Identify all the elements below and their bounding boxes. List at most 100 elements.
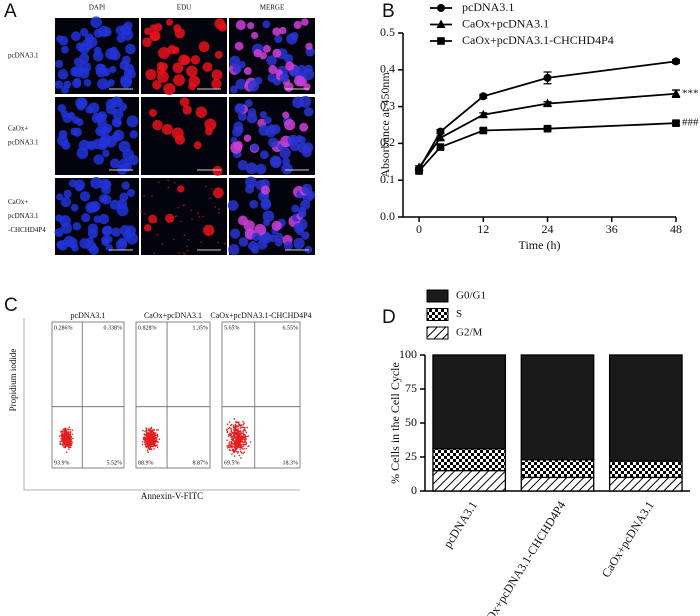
event-dot [233, 432, 236, 434]
nucleus [56, 193, 64, 201]
nucleus [287, 134, 299, 146]
event-dot [65, 433, 68, 436]
x-tick-label: 24 [542, 222, 554, 236]
legend-label: CaOx+pcDNA3.1 [462, 16, 549, 30]
nucleus [285, 61, 295, 71]
nucleus [234, 41, 244, 51]
nucleus [84, 33, 94, 43]
nucleus [272, 27, 281, 36]
event-dot [242, 452, 244, 455]
micrograph [229, 95, 315, 175]
nucleus [186, 65, 198, 77]
event-dot [229, 434, 231, 437]
event-dot [149, 434, 151, 437]
nucleus [301, 18, 309, 26]
event-dot [231, 439, 234, 442]
event-dot [145, 442, 148, 444]
event-dot [149, 441, 152, 443]
nucleus [71, 116, 80, 124]
nucleus [243, 220, 255, 232]
micrograph [140, 178, 227, 256]
marker [435, 132, 445, 142]
nucleus [227, 200, 239, 211]
event-dot [71, 433, 74, 435]
nucleus [274, 238, 283, 247]
event-dot [69, 435, 71, 437]
nucleus [245, 176, 257, 189]
legend-swatch [426, 289, 449, 303]
event-dot [236, 429, 239, 432]
event-dot [236, 433, 238, 436]
event-dot [158, 438, 161, 441]
event-dot [238, 442, 240, 445]
event-dot [240, 457, 242, 459]
nucleus [235, 20, 246, 31]
event-dot [238, 454, 241, 457]
nucleus [188, 82, 197, 91]
legend-label: G0/G1 [456, 290, 486, 302]
event-dot [228, 442, 230, 445]
nucleus [262, 210, 275, 223]
speck [143, 195, 146, 197]
nucleus [182, 105, 192, 115]
nucleus [263, 116, 272, 125]
marker [479, 92, 488, 101]
nucleus [229, 228, 241, 239]
speck [186, 245, 189, 248]
event-dot [149, 433, 152, 435]
event-dot [245, 431, 248, 434]
nucleus [301, 147, 312, 158]
event-dot [147, 451, 150, 454]
nucleus [73, 77, 82, 87]
quadrant-value: 8.87% [193, 460, 209, 466]
quadrant-value: 0.828% [138, 325, 157, 331]
event-dot [66, 438, 69, 440]
nucleus [126, 188, 136, 198]
marker [543, 124, 552, 133]
event-dot [146, 435, 149, 438]
nucleus [248, 241, 258, 251]
event-dot [149, 431, 151, 434]
nucleus [60, 110, 69, 118]
micrograph [55, 96, 139, 175]
event-dot [225, 429, 228, 431]
speck [178, 251, 180, 254]
event-dot [147, 432, 150, 434]
plot-frame [51, 321, 125, 469]
nucleus [112, 108, 124, 120]
event-dot [231, 431, 233, 434]
event-dot [241, 432, 244, 435]
legend-label: CaOx+pcDNA3.1-CHCHD4P4 [462, 33, 614, 47]
nucleus [93, 154, 105, 165]
nucleus [235, 104, 243, 112]
event-dot [238, 423, 240, 426]
plot-frame [135, 321, 211, 469]
nucleus [105, 244, 113, 252]
speck [182, 204, 185, 207]
event-dot [156, 435, 159, 438]
nucleus [293, 20, 302, 29]
y-axis-label: Absorbance at 450nm [378, 72, 392, 178]
event-dot [230, 427, 232, 430]
speck [200, 241, 202, 243]
event-dot [154, 435, 156, 437]
event-dot [239, 433, 242, 436]
annotation: ### [682, 117, 699, 129]
speck [218, 212, 221, 214]
nucleus [252, 232, 261, 242]
nucleus [75, 97, 87, 109]
nucleus [251, 31, 259, 40]
quadrant-value: 0.286% [54, 325, 73, 331]
y-tick-label: 100 [399, 347, 417, 361]
event-dot [236, 441, 239, 444]
x-tick-label: CaOx+pcDNA3.1 [599, 499, 657, 580]
nucleus [90, 16, 102, 28]
speck [187, 239, 190, 241]
quadrant-value: 5.52% [107, 460, 123, 466]
event-dot [62, 436, 65, 438]
event-dot [228, 426, 231, 429]
x-tick-label: 0 [416, 222, 422, 236]
event-dot [244, 429, 247, 432]
nucleus [268, 65, 278, 75]
event-dot [228, 421, 231, 423]
